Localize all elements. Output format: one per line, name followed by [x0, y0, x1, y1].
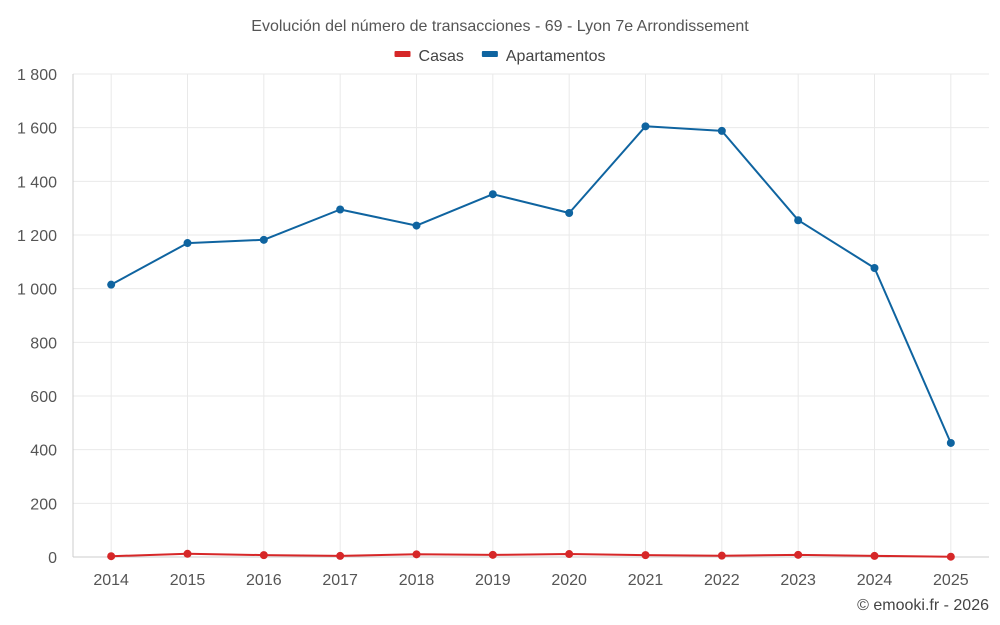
y-tick-label: 200 [30, 496, 57, 513]
y-tick-label: 1 800 [17, 67, 57, 84]
chart-title: Evolución del número de transacciones - … [251, 18, 749, 35]
data-point-apartamentos[interactable] [107, 280, 116, 289]
credit-text: © emooki.fr - 2026 [857, 597, 989, 614]
data-point-casas[interactable] [488, 550, 497, 559]
series-line-apartamentos [110, 125, 952, 444]
data-point-apartamentos[interactable] [794, 216, 803, 225]
data-point-apartamentos[interactable] [870, 264, 879, 273]
data-point-casas[interactable] [946, 552, 955, 561]
data-point-apartamentos[interactable] [488, 190, 497, 199]
y-tick-label: 1 200 [17, 228, 57, 245]
legend-item-casas[interactable]: Casas [394, 48, 464, 65]
x-tick-label: 2020 [551, 572, 587, 589]
legend-swatch [394, 51, 411, 57]
data-point-casas[interactable] [107, 552, 116, 561]
x-tick-label: 2019 [475, 572, 511, 589]
x-tick-label: 2015 [170, 572, 206, 589]
data-point-apartamentos[interactable] [565, 208, 574, 217]
data-point-casas[interactable] [717, 551, 726, 560]
y-tick-label: 800 [30, 335, 57, 352]
data-point-casas[interactable] [565, 550, 574, 559]
x-tick-label: 2021 [628, 572, 664, 589]
data-point-casas[interactable] [794, 550, 803, 559]
data-point-apartamentos[interactable] [641, 122, 650, 131]
x-tick-label: 2023 [780, 572, 816, 589]
data-point-apartamentos[interactable] [412, 221, 421, 230]
grid [73, 73, 989, 558]
x-tick-label: 2024 [857, 572, 893, 589]
x-tick-label: 2022 [704, 572, 740, 589]
legend-label: Apartamentos [506, 48, 606, 65]
data-point-apartamentos[interactable] [946, 438, 955, 447]
data-point-casas[interactable] [870, 551, 879, 560]
data-point-casas[interactable] [641, 551, 650, 560]
legend-swatch [481, 51, 498, 57]
legend-label: Casas [419, 48, 464, 65]
y-tick-label: 1 600 [17, 121, 57, 138]
y-axis: 0 200 400 600 800 1 000 1 200 1 400 1 600 1 800 [17, 67, 74, 567]
x-tick-label: 2016 [246, 572, 282, 589]
y-tick-label: 0 [48, 550, 57, 567]
x-tick-label: 2017 [322, 572, 358, 589]
data-point-casas[interactable] [183, 549, 192, 558]
x-tick-label: 2014 [93, 572, 129, 589]
y-tick-label: 600 [30, 389, 57, 406]
legend-item-apartamentos[interactable]: Apartamentos [481, 48, 606, 65]
y-tick-label: 1 400 [17, 174, 57, 191]
data-point-apartamentos[interactable] [336, 205, 345, 214]
x-axis: 2014 2015 2016 2017 2018 2019 2020 2021 2022 2023… [73, 556, 989, 589]
series-line-casas [111, 552, 951, 558]
y-tick-label: 400 [30, 443, 57, 460]
x-tick-label: 2025 [933, 572, 969, 589]
data-point-apartamentos[interactable] [259, 235, 268, 244]
data-point-apartamentos[interactable] [717, 126, 726, 135]
data-point-casas[interactable] [259, 551, 268, 560]
series-layer [107, 122, 955, 561]
data-point-casas[interactable] [336, 551, 345, 560]
legend: Casas Apartamentos [394, 48, 606, 65]
data-point-apartamentos[interactable] [183, 239, 192, 248]
data-point-casas[interactable] [412, 550, 421, 559]
y-tick-label: 1 000 [17, 282, 57, 299]
x-tick-label: 2018 [399, 572, 435, 589]
